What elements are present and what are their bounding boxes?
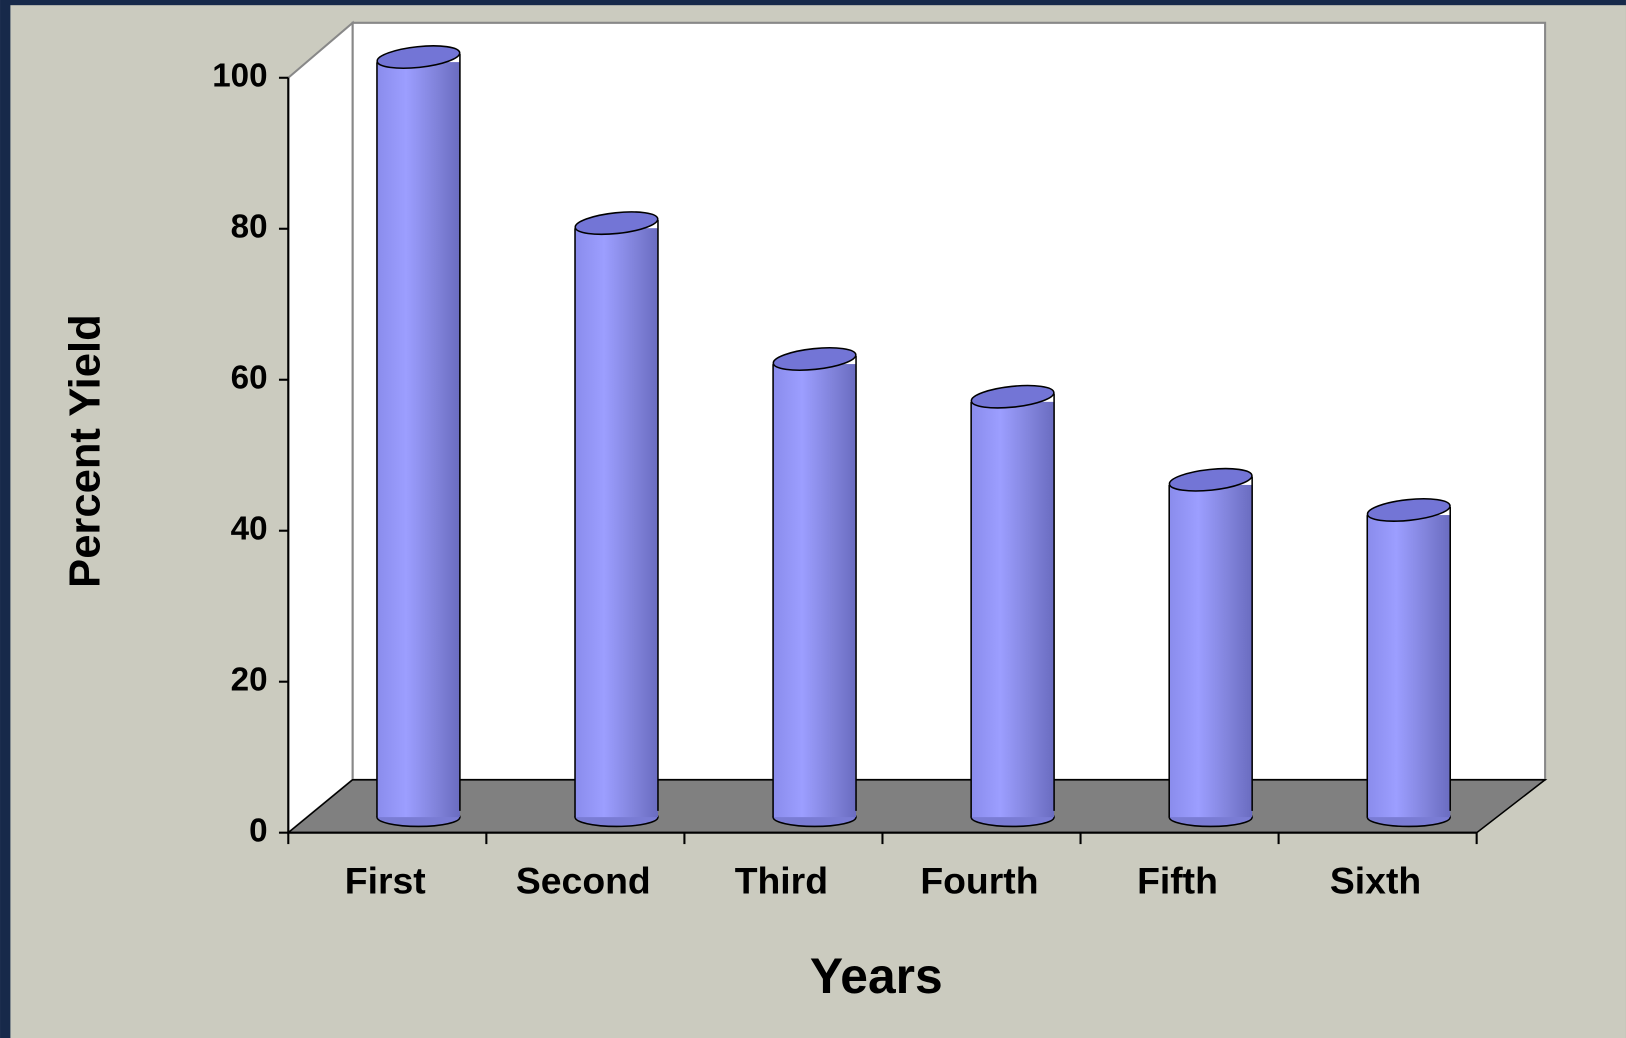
bar-body	[575, 228, 658, 818]
y-tick-label: 40	[231, 510, 268, 547]
bar-body	[1169, 484, 1253, 818]
bar-top	[970, 384, 1055, 409]
bar-body	[1367, 515, 1451, 818]
floor	[286, 779, 1548, 834]
bar-top	[376, 45, 461, 69]
x-tick-label: First	[345, 859, 426, 901]
bar-top	[574, 211, 659, 236]
bar-top	[1168, 467, 1253, 492]
x-tick-label: Fourth	[920, 859, 1038, 901]
bar-body	[376, 62, 460, 818]
y-tick-label: 60	[231, 360, 268, 397]
x-tick-label: Second	[516, 859, 651, 901]
x-tick-label: Fifth	[1137, 859, 1218, 901]
bar-body	[971, 401, 1055, 818]
y-tick-label: 20	[231, 661, 268, 698]
y-tick-label: 0	[249, 812, 267, 849]
bar-top	[1366, 498, 1451, 522]
y-axis-title: Percent Yield	[62, 314, 110, 588]
x-tick-label: Third	[735, 859, 828, 901]
x-tick-label: Sixth	[1330, 859, 1421, 901]
y-tick-label: 80	[231, 209, 268, 246]
side-wall	[287, 20, 354, 835]
bar-body	[773, 364, 857, 818]
y-tick-label: 100	[212, 58, 267, 95]
back-wall	[351, 21, 1547, 781]
bar-top	[772, 347, 857, 371]
x-axis-title: Years	[810, 948, 943, 1004]
